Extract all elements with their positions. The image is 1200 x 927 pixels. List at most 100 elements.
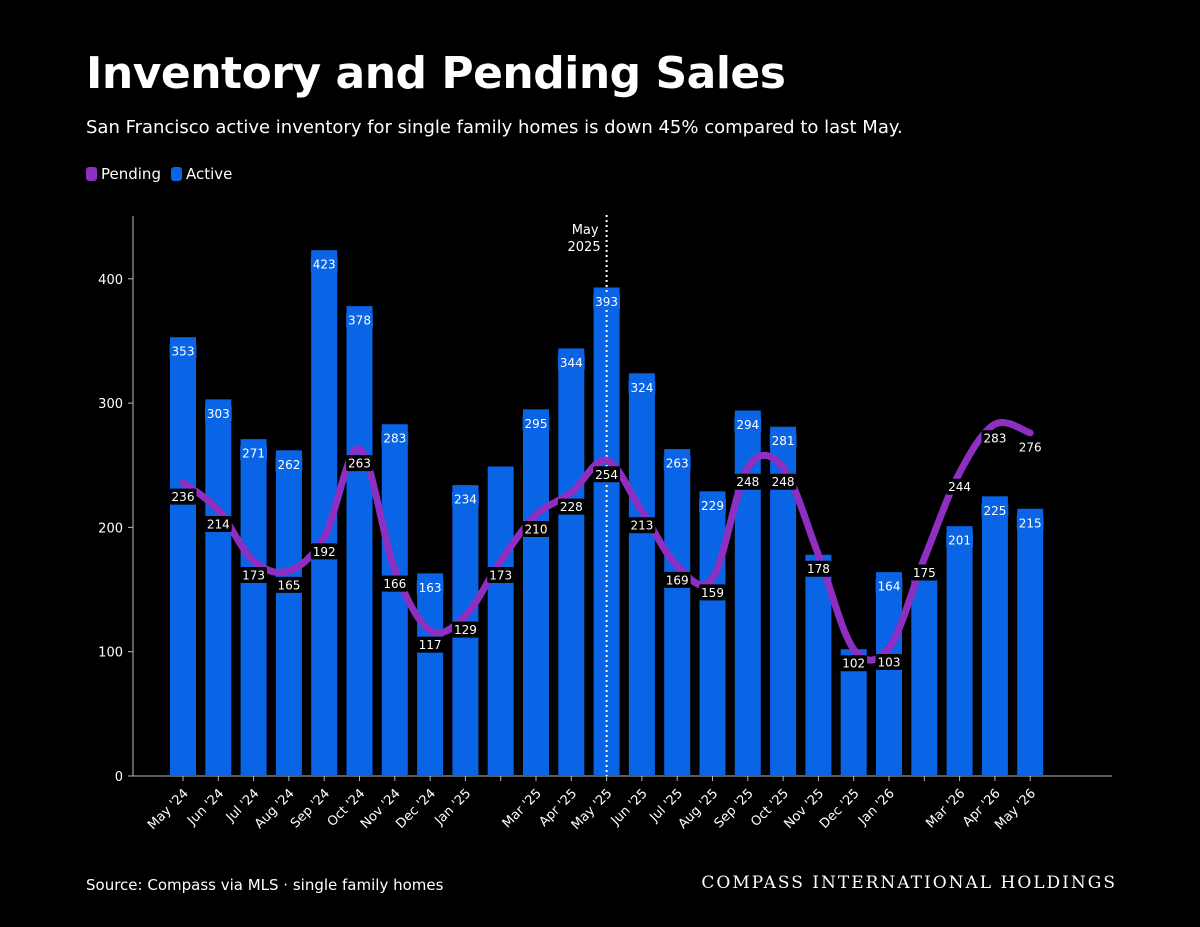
data-label-active-bg xyxy=(275,456,303,473)
y-tick-label: 0 xyxy=(115,770,123,785)
data-label-pending-bg xyxy=(452,621,479,638)
data-label-active: 294 xyxy=(736,418,759,432)
data-label-active-bg xyxy=(204,405,232,422)
data-label-pending-bg xyxy=(381,575,409,592)
data-label-pending: 166 xyxy=(383,577,406,591)
data-label-active: 344 xyxy=(560,356,583,370)
chart-subtitle: San Francisco active inventory for singl… xyxy=(86,117,903,138)
data-label-active: 295 xyxy=(525,417,548,431)
data-label-active-bg xyxy=(1016,514,1044,531)
data-label-pending: 236 xyxy=(172,490,195,504)
data-label-pending-bg xyxy=(346,455,373,472)
x-tick-label: May '24 xyxy=(145,786,192,833)
data-label-pending-bg xyxy=(310,543,338,560)
data-label-pending-bg xyxy=(769,473,797,490)
data-label-pending: 228 xyxy=(560,500,583,514)
data-label-active-bg xyxy=(593,293,620,310)
data-label-pending-bg xyxy=(593,466,620,483)
bar-active xyxy=(1017,508,1044,776)
data-label-active: 378 xyxy=(348,314,371,328)
data-label-pending-bg xyxy=(416,636,444,653)
data-label-pending-bg xyxy=(557,498,585,515)
bar-active xyxy=(699,491,726,776)
chart-title: Inventory and Pending Sales xyxy=(86,48,786,99)
bar-active xyxy=(558,348,585,776)
bar-active xyxy=(664,449,691,776)
y-tick-label: 400 xyxy=(98,273,123,288)
bar-active xyxy=(911,564,938,776)
data-label-active: 324 xyxy=(630,381,653,395)
data-label-active-bg xyxy=(381,430,409,447)
x-tick-label: Dec '25 xyxy=(817,786,863,832)
bar-active xyxy=(381,424,408,776)
legend-item-active: Active xyxy=(170,165,233,183)
legend-label-pending: Pending xyxy=(101,165,161,183)
data-label-pending: 159 xyxy=(701,586,724,600)
data-label-active: 201 xyxy=(948,534,971,548)
series-line-pending xyxy=(179,419,1034,664)
data-label-active: 215 xyxy=(1019,516,1042,530)
bar-active xyxy=(876,572,902,776)
data-label-pending: 129 xyxy=(454,623,477,637)
legend-swatch-active xyxy=(170,167,182,181)
x-tick-label: Dec '24 xyxy=(393,786,439,832)
data-label-active: 281 xyxy=(772,434,795,448)
data-label-active: 393 xyxy=(595,295,618,309)
data-label-active: 423 xyxy=(313,258,336,272)
data-label-active-bg xyxy=(734,416,762,433)
x-tick-label: Jan '25 xyxy=(432,786,475,829)
data-label-pending-bg xyxy=(805,560,832,577)
data-label-active-bg xyxy=(416,579,444,596)
data-label-pending: 117 xyxy=(419,638,442,652)
data-label-pending-bg xyxy=(875,653,903,670)
bar-active xyxy=(170,337,196,776)
data-label-active: 262 xyxy=(277,458,300,472)
data-label-pending: 276 xyxy=(1019,440,1042,454)
x-tick-label: Mar '25 xyxy=(500,786,545,831)
data-label-pending-bg xyxy=(910,564,938,581)
data-label-pending: 214 xyxy=(207,517,230,531)
data-label-pending-bg xyxy=(1016,438,1044,455)
data-label-active: 353 xyxy=(172,345,195,359)
data-label-active-bg xyxy=(769,432,797,449)
data-label-active-bg xyxy=(452,491,479,508)
legend-item-pending: Pending xyxy=(86,165,161,183)
data-label-pending-bg xyxy=(275,576,303,593)
data-label-pending: 169 xyxy=(666,573,689,587)
data-label-active-bg xyxy=(240,445,267,462)
data-label-active-bg xyxy=(628,379,656,396)
data-label-active-bg xyxy=(875,578,903,595)
data-label-active-bg xyxy=(346,312,373,329)
data-label-pending-bg xyxy=(734,473,762,490)
bar-active xyxy=(805,554,832,776)
data-label-pending: 213 xyxy=(630,519,653,533)
data-label-pending: 173 xyxy=(489,568,512,582)
x-tick-label: Sep '24 xyxy=(288,786,333,831)
data-label-pending-bg xyxy=(169,488,197,505)
x-tick-label: Jan '26 xyxy=(855,786,898,829)
bar-active xyxy=(346,306,373,776)
data-label-active: 234 xyxy=(454,493,477,507)
data-label-pending: 248 xyxy=(736,475,759,489)
data-label-active-bg xyxy=(981,502,1009,519)
data-label-pending-bg xyxy=(628,517,656,534)
data-label-pending-bg xyxy=(663,571,691,588)
x-tick-label: Mar '26 xyxy=(923,786,968,831)
bar-active xyxy=(946,526,973,776)
data-label-pending-bg xyxy=(487,566,515,583)
bar-active xyxy=(417,573,444,776)
data-label-pending: 210 xyxy=(525,522,548,536)
data-label-pending: 283 xyxy=(983,432,1006,446)
data-label-pending-bg xyxy=(946,478,973,495)
data-label-active: 263 xyxy=(666,457,689,471)
x-tick-label: Jun '24 xyxy=(184,786,227,829)
source-note: Source: Compass via MLS · single family … xyxy=(86,876,444,894)
data-label-active: 229 xyxy=(701,499,724,513)
data-label-active-bg xyxy=(699,497,726,514)
bar-active xyxy=(205,399,232,776)
legend-label-active: Active xyxy=(185,165,233,183)
data-label-pending: 248 xyxy=(772,475,795,489)
data-label-pending: 102 xyxy=(842,657,865,671)
marker-label: 2025 xyxy=(568,240,601,255)
data-label-pending-bg xyxy=(240,566,267,583)
